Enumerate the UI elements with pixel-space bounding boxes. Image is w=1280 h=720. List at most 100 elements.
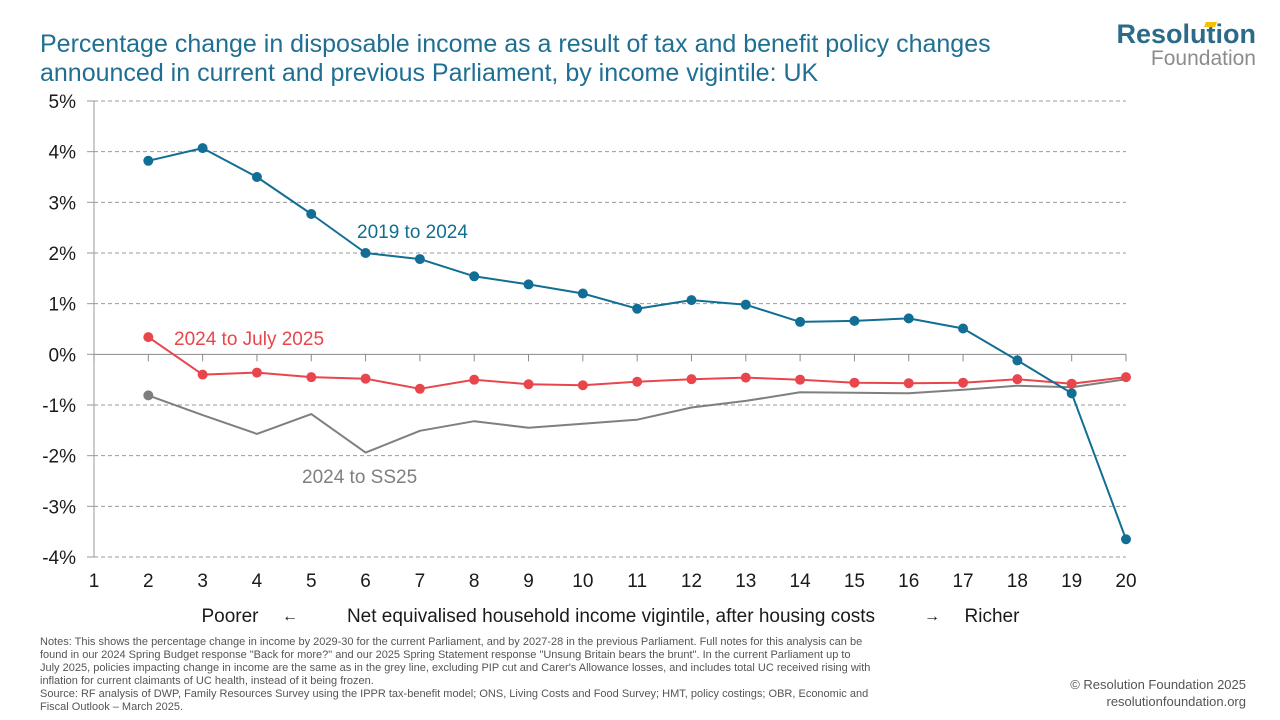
- chart-title-line-2: announced in current and previous Parlia…: [40, 59, 819, 87]
- chart-title-line-1: Percentage change in disposable income a…: [40, 30, 991, 58]
- data-point: [143, 390, 154, 401]
- series-labels: 2019 to 2024 2024 to July 2025 2024 to SS2…: [174, 222, 468, 488]
- data-point: [414, 254, 425, 265]
- x-tick-label: 18: [1007, 571, 1028, 592]
- data-point: [740, 299, 751, 310]
- y-tick-label: 4%: [49, 143, 77, 164]
- data-point: [795, 316, 806, 327]
- series-line: [147, 378, 1127, 454]
- data-point: [632, 376, 643, 387]
- data-point: [903, 378, 914, 389]
- data-point: [686, 374, 697, 385]
- x-tick-label: 16: [898, 571, 919, 592]
- chart-title: Percentage change in disposable income a…: [40, 30, 1080, 88]
- axes: 5%4%3%2%1%0%-1%-2%-3%-4%1 2 3 4 5 6 7 8 9 10 11 12 1…: [42, 92, 1136, 592]
- chart-notes: Notes: This shows the percentage change …: [40, 636, 1050, 714]
- data-point: [1066, 378, 1077, 389]
- resolution-foundation-logo: Resolution Foundation: [1117, 20, 1257, 70]
- y-tick-label: 2%: [49, 244, 77, 265]
- data-point: [903, 313, 914, 324]
- x-axis-label-richer: Richer: [965, 606, 1021, 627]
- series-label: 2019 to 2024: [357, 222, 468, 243]
- x-tick-label: 14: [790, 571, 812, 592]
- copyright-text: © Resolution Foundation 2025: [1070, 677, 1246, 692]
- copyright: © Resolution Foundation 2025 resolutionf…: [1070, 676, 1246, 710]
- x-tick-label: 12: [681, 571, 702, 592]
- y-tick-label: 1%: [49, 295, 77, 316]
- x-tick-label: 8: [469, 571, 480, 592]
- x-axis-title: Poorer ← Net equivalised household incom…: [201, 606, 1020, 627]
- x-tick-label: 10: [572, 571, 593, 592]
- x-tick-label: 2: [143, 571, 154, 592]
- data-point: [306, 372, 317, 383]
- data-point: [414, 383, 425, 394]
- data-point: [143, 332, 154, 343]
- x-tick-label: 7: [415, 571, 426, 592]
- data-point: [1012, 355, 1023, 366]
- data-point: [849, 315, 860, 326]
- data-point: [577, 288, 588, 299]
- y-tick-label: 0%: [49, 345, 77, 366]
- x-tick-label: 20: [1115, 571, 1136, 592]
- line-chart: 5%4%3%2%1%0%-1%-2%-3%-4%1 2 3 4 5 6 7 8 9 10 11 12 1…: [42, 92, 1136, 627]
- data-point: [1121, 372, 1131, 383]
- notes-line: Notes: This shows the percentage change …: [40, 636, 863, 648]
- data-point: [577, 380, 588, 391]
- logo-name: Resolution: [1116, 19, 1257, 49]
- data-point: [143, 155, 154, 166]
- y-tick-label: -3%: [42, 497, 76, 518]
- y-tick-label: 3%: [49, 193, 77, 214]
- data-point: [1121, 534, 1131, 545]
- x-tick-label: 9: [523, 571, 534, 592]
- series-label: 2024 to July 2025: [174, 329, 324, 350]
- data-point: [686, 295, 697, 306]
- x-tick-label: 4: [252, 571, 263, 592]
- y-tick-label: -1%: [42, 396, 76, 417]
- grid-lines: [94, 100, 1126, 558]
- y-tick-label: -2%: [42, 447, 76, 468]
- data-point: [523, 379, 534, 390]
- series-lines: [143, 143, 1131, 545]
- source-line: Source: RF analysis of DWP, Family Resou…: [40, 688, 869, 700]
- data-point: [251, 172, 262, 182]
- data-point: [1066, 388, 1077, 399]
- source-line: Fiscal Outlook – March 2025.: [40, 701, 184, 713]
- data-point: [958, 323, 969, 334]
- x-axis-title-text: Net equivalised household income viginti…: [347, 606, 875, 627]
- x-tick-label: 15: [844, 571, 865, 592]
- data-point: [849, 377, 860, 388]
- data-point: [1012, 374, 1023, 385]
- y-tick-label: 5%: [49, 92, 77, 113]
- y-tick-label: -4%: [42, 548, 76, 569]
- data-point: [360, 248, 371, 258]
- notes-line: found in our 2024 Spring Budget response…: [40, 649, 851, 661]
- data-point: [251, 367, 262, 378]
- data-point: [958, 377, 969, 388]
- data-point: [197, 369, 208, 380]
- data-point: [360, 373, 371, 384]
- x-axis-arrow-right: →: [924, 608, 940, 625]
- x-tick-label: 11: [627, 571, 647, 592]
- data-point: [740, 372, 751, 383]
- x-tick-label: 6: [360, 571, 371, 592]
- x-axis-arrow-left: ←: [282, 608, 298, 625]
- x-tick-label: 1: [89, 571, 100, 592]
- data-point: [469, 271, 480, 282]
- data-point: [197, 143, 208, 154]
- x-tick-label: 19: [1061, 571, 1082, 592]
- logo-subtitle: Foundation: [1150, 47, 1256, 70]
- x-tick-label: 17: [952, 571, 973, 592]
- series-label: 2024 to SS25: [302, 467, 417, 488]
- data-point: [795, 374, 806, 385]
- x-tick-label: 3: [197, 571, 208, 592]
- x-axis-label-poorer: Poorer: [201, 606, 259, 627]
- x-tick-label: 5: [306, 571, 317, 592]
- notes-line: inflation for current claimants of UC he…: [40, 675, 374, 687]
- data-point: [632, 303, 643, 314]
- x-tick-label: 13: [735, 571, 756, 592]
- data-point: [523, 279, 534, 290]
- website-link: resolutionfoundation.org: [1106, 694, 1247, 709]
- data-point: [469, 374, 480, 385]
- notes-line: July 2025, policies impacting change in …: [40, 662, 871, 674]
- data-point: [306, 208, 317, 219]
